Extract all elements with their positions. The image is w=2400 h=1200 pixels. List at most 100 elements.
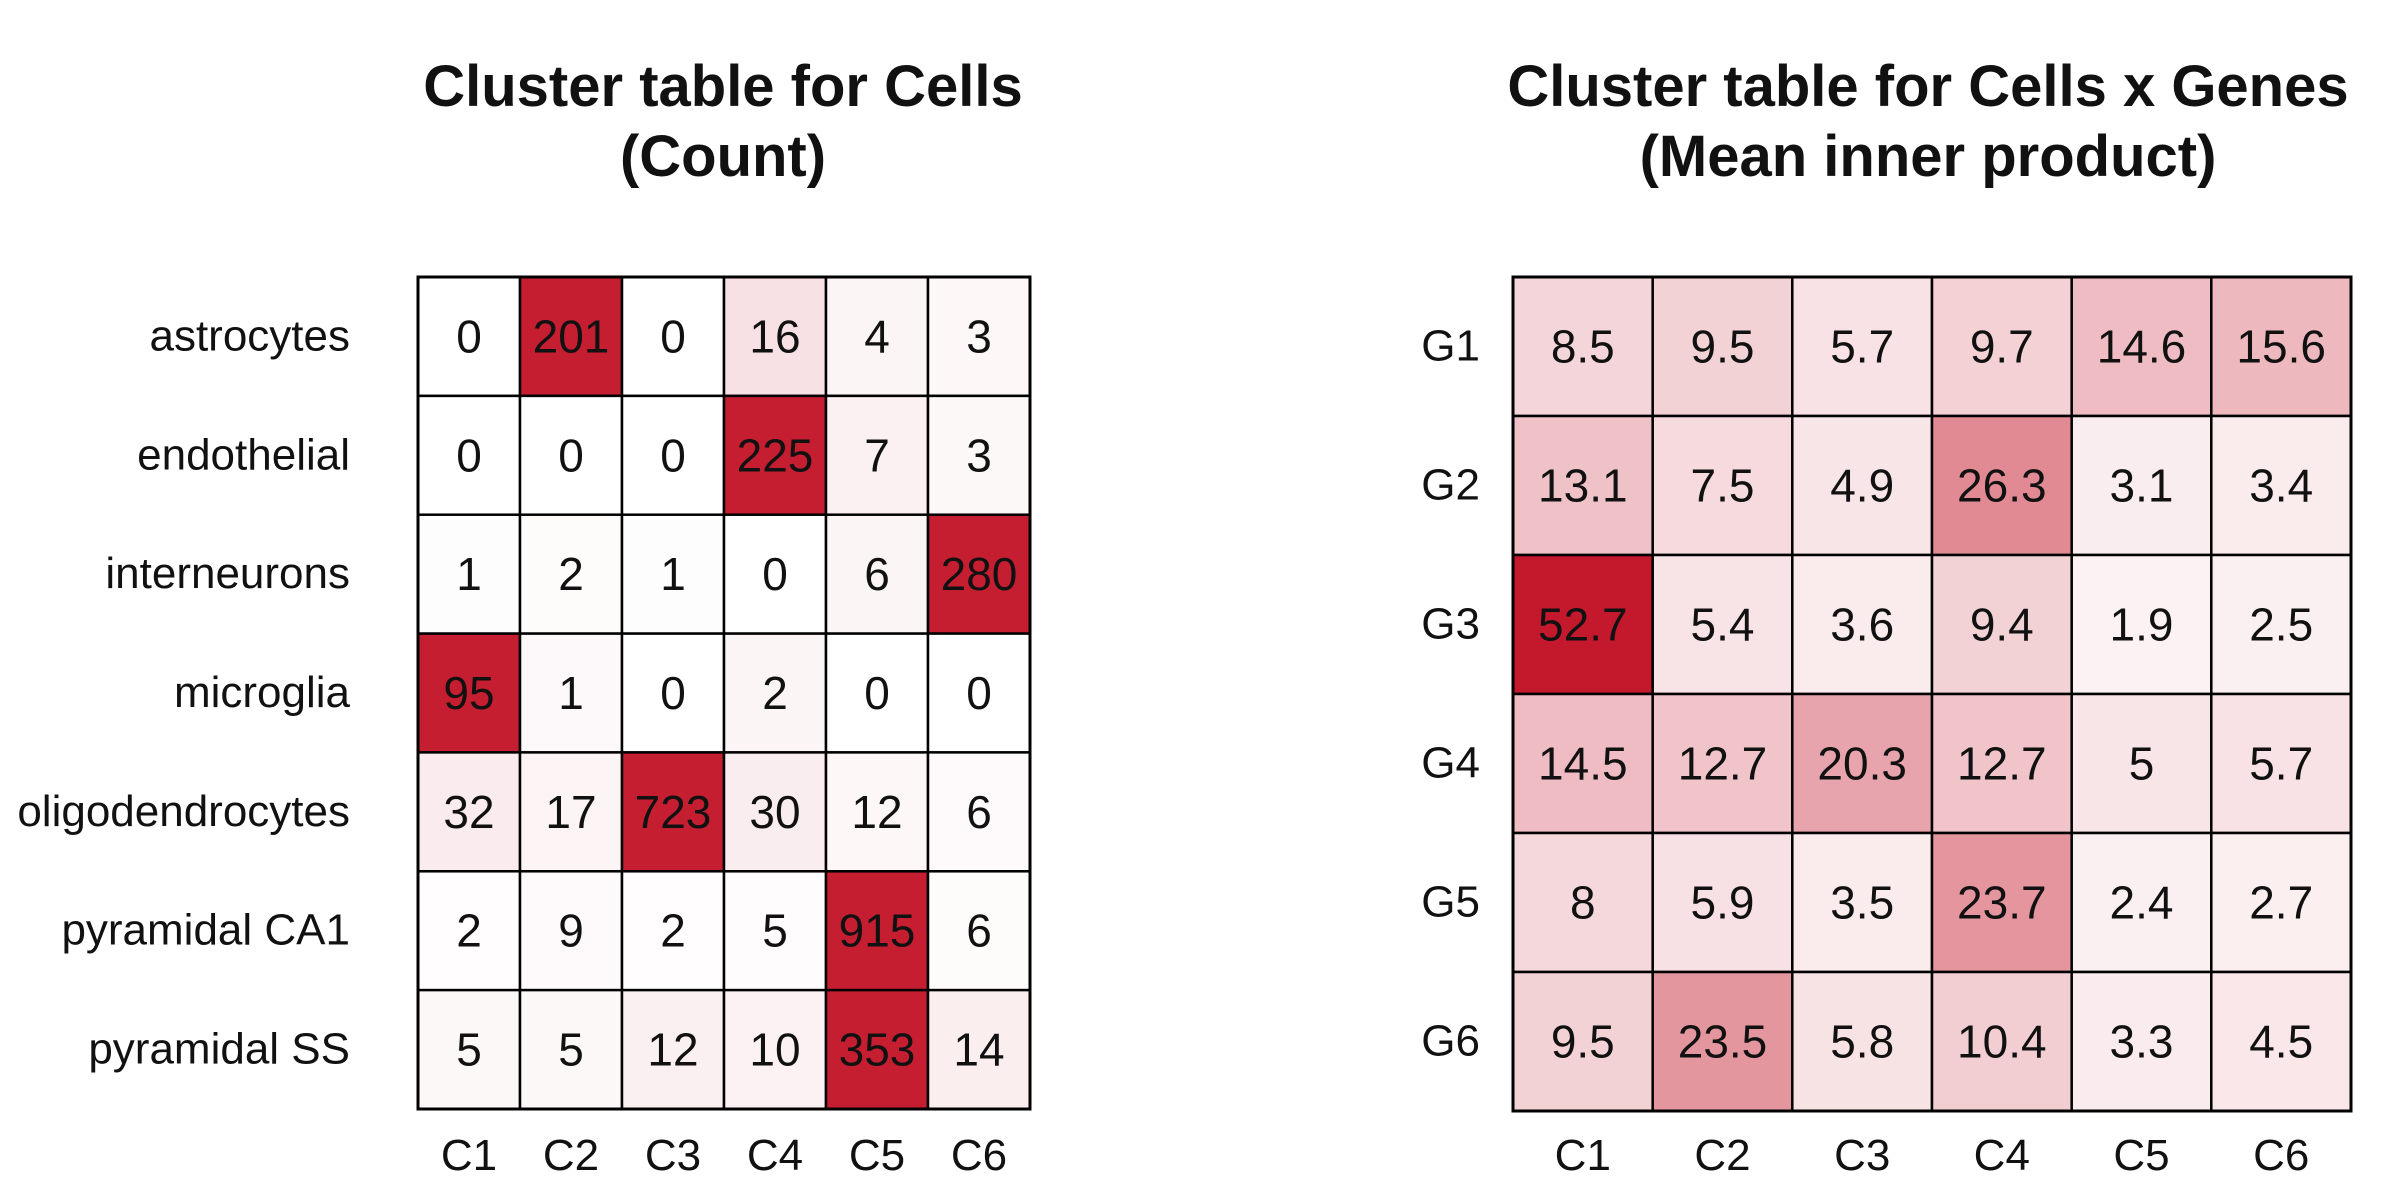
cell-value-label: 9: [558, 905, 584, 957]
cell-value-label: 2.5: [2249, 599, 2313, 651]
heatmap-cell: [1511, 553, 1654, 696]
row-label: astrocytes: [149, 311, 350, 360]
heatmap-cell: [1930, 692, 2073, 835]
column-label: C6: [2253, 1131, 2309, 1180]
cell-value-label: 915: [839, 905, 916, 957]
row-labels: astrocytes endothelial interneurons microgl…: [17, 311, 350, 1073]
chart-subtitle: (Count): [620, 124, 826, 189]
cell-value-label: 30: [749, 786, 800, 838]
row-label: microglia: [174, 668, 351, 717]
cell-value-label: 20.3: [1817, 738, 1907, 790]
heatmap-cell: [518, 275, 624, 398]
row-label: G3: [1421, 600, 1480, 649]
cell-value-label: 23.5: [1678, 1016, 1768, 1068]
cell-value-label: 2.7: [2249, 877, 2313, 929]
cell-value-label: 1: [660, 548, 686, 600]
row-label: G5: [1421, 878, 1480, 927]
cell-value-label: 3.3: [2110, 1016, 2174, 1068]
cell-value-label: 52.7: [1538, 599, 1628, 651]
heatmap-cell: [1930, 553, 2073, 696]
cell-value-label: 5.9: [1691, 877, 1755, 929]
column-label: C1: [1555, 1131, 1611, 1180]
column-label: C4: [1974, 1131, 2030, 1180]
heatmap-cell: [2070, 414, 2213, 557]
heatmap-cell: [824, 513, 930, 635]
heatmap-cells-x-genes: Cluster table for Cells x Genes (Mean in…: [1421, 54, 2353, 1180]
column-label: C5: [2113, 1131, 2169, 1180]
heatmap-cell: [722, 632, 828, 754]
cell-value-label: 9.5: [1691, 321, 1755, 373]
column-label: C1: [441, 1131, 497, 1180]
heatmap-cell: [620, 751, 726, 873]
cell-value-label: 5: [2129, 738, 2155, 790]
cell-value-label: 9.4: [1970, 599, 2034, 651]
column-label: C3: [645, 1131, 701, 1180]
heatmap-cell: [416, 988, 522, 1111]
heatmap-cell: [620, 632, 726, 754]
heatmap-cell: [518, 394, 624, 517]
heatmap-cell: [2210, 414, 2353, 557]
cell-value-label: 2: [558, 548, 584, 600]
cell-value-label: 2.4: [2110, 877, 2174, 929]
row-label: G2: [1421, 461, 1480, 510]
cell-value-label: 14.6: [2097, 321, 2187, 373]
cell-value-label: 14: [953, 1024, 1004, 1076]
heatmap-cell: [1930, 275, 2073, 418]
cell-value-label: 0: [660, 667, 686, 719]
cell-value-label: 3.1: [2110, 460, 2174, 512]
column-labels: C1 C2 C3 C4 C5 C6: [441, 1131, 1007, 1180]
heatmap-cell: [722, 751, 828, 873]
cell-value-label: 7.5: [1691, 460, 1755, 512]
column-labels: C1 C2 C3 C4 C5 C6: [1555, 1131, 2310, 1180]
cell-value-label: 5.7: [1830, 321, 1894, 373]
cell-value-label: 26.3: [1957, 460, 2047, 512]
heatmap-cell: [2070, 970, 2213, 1113]
cell-value-label: 5: [558, 1024, 584, 1076]
cell-value-label: 3.6: [1830, 599, 1894, 651]
column-label: C3: [1834, 1131, 1890, 1180]
cell-value-label: 12.7: [1957, 738, 2047, 790]
chart-title: Cluster table for Cells: [423, 54, 1022, 119]
heatmap-cell: [1651, 831, 1794, 974]
heatmap-border: [1511, 275, 2353, 1113]
cell-value-label: 12: [647, 1024, 698, 1076]
cell-value-label: 8.5: [1551, 321, 1615, 373]
chart-subtitle: (Mean inner product): [1640, 124, 2217, 189]
cell-value-label: 353: [839, 1024, 916, 1076]
heatmap-cell: [824, 751, 930, 873]
heatmap-cell: [926, 513, 1032, 635]
row-label: G4: [1421, 739, 1480, 788]
row-label: G6: [1421, 1017, 1480, 1066]
cell-value-label: 15.6: [2236, 321, 2326, 373]
cell-value-label: 723: [635, 786, 712, 838]
cell-value-label: 1.9: [2110, 599, 2174, 651]
heatmap-cell: [416, 632, 522, 754]
cell-value-label: 9.5: [1551, 1016, 1615, 1068]
cell-value-label: 12.7: [1678, 738, 1768, 790]
heatmap-cell: [1651, 275, 1794, 418]
row-label: oligodendrocytes: [17, 787, 350, 836]
heatmap-cell: [1511, 970, 1654, 1113]
row-label: interneurons: [105, 549, 350, 598]
cell-value-label: 5.8: [1830, 1016, 1894, 1068]
cell-value-label: 13.1: [1538, 460, 1628, 512]
cell-value-label: 23.7: [1957, 877, 2047, 929]
cell-value-label: 5: [762, 905, 788, 957]
heatmap-cell: [1791, 553, 1934, 696]
heatmap-cell: [518, 632, 624, 754]
heatmap-cell: [1651, 553, 1794, 696]
cell-value-label: 0: [660, 429, 686, 481]
heatmap-cell: [1651, 970, 1794, 1113]
cell-value-label: 6: [966, 786, 992, 838]
heatmap-cell: [824, 632, 930, 754]
cell-value-label: 3.5: [1830, 877, 1894, 929]
cell-value-label: 280: [941, 548, 1018, 600]
column-label: C4: [747, 1131, 803, 1180]
row-labels: G1 G2 G3 G4 G5 G6: [1421, 322, 1480, 1066]
heatmap-border: [416, 275, 1032, 1111]
heatmap-cell: [416, 275, 522, 398]
cell-value-label: 1: [456, 548, 482, 600]
cell-value-label: 0: [456, 310, 482, 362]
cell-value-label: 10.4: [1957, 1016, 2047, 1068]
